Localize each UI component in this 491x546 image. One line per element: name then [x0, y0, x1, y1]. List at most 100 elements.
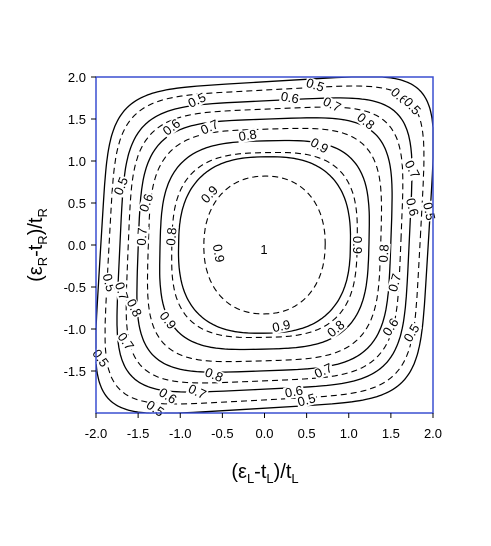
contour-label-background	[278, 90, 301, 106]
y-tick-label: 1.0	[68, 154, 86, 169]
contour-label: 0.6	[379, 315, 401, 338]
x-tick-label: 1.5	[382, 426, 400, 441]
contour-label-background	[155, 385, 180, 407]
contour-label-background	[164, 226, 179, 248]
contour-label-background	[114, 329, 137, 354]
contour-label-background	[380, 315, 402, 339]
contour-label: 0.9	[198, 183, 221, 206]
contour-label-background	[100, 271, 117, 294]
contour-labels: 0.5 0.60.5 0.60.50.60.70.7 0.80.8 0.90.70.50…	[89, 75, 438, 420]
contour-line-0-6	[116, 97, 413, 393]
contour-line-0-8	[159, 139, 370, 351]
contour-label: 0.5	[100, 272, 119, 293]
contour-label-background	[236, 128, 259, 144]
contour-label: 0.6	[136, 192, 156, 214]
contour-label-background	[202, 366, 226, 385]
contour-label: 0.6	[280, 89, 300, 107]
contour-label: 0.5	[296, 390, 317, 409]
contour-label: 0.6	[160, 116, 183, 139]
contour-label-background	[137, 191, 156, 215]
contour-label: 0.7	[198, 116, 221, 137]
contour-label: 0.7	[402, 158, 424, 181]
contour-label-background	[89, 346, 111, 371]
contour-label: 0.5	[186, 89, 209, 110]
contour-label-background	[283, 384, 305, 400]
contour-label-background	[185, 382, 209, 402]
x-tick-label: -2.0	[85, 426, 107, 441]
contour-line-0-75	[146, 127, 383, 363]
contour-label-background	[303, 76, 327, 95]
x-axis-ticks: -2.0 -1.5 -1.0 -0.5 0.0 0.5 1.0 1.5 2.0	[85, 413, 442, 441]
contour-label-background	[311, 361, 336, 381]
contour-label-background	[324, 317, 348, 341]
contour-label: 0.5	[304, 75, 326, 95]
contour-label: 0.9	[350, 236, 365, 254]
x-tick-label: -1.5	[127, 426, 149, 441]
contour-label-background	[111, 174, 131, 198]
contour-label: 0.8	[375, 244, 391, 263]
contour-label-background	[320, 94, 344, 115]
contour-label: 0.5	[420, 201, 438, 222]
contour-lines	[95, 76, 434, 414]
y-tick-label: -0.5	[64, 280, 86, 295]
contour-label: 0.8	[203, 364, 225, 384]
y-tick-label: 0.0	[68, 238, 86, 253]
contour-label: 0.7	[321, 94, 344, 115]
contour-label: 0.8	[124, 296, 145, 319]
contour-label-background	[135, 226, 149, 247]
contour-label: 0.8	[324, 317, 347, 340]
contour-label-background	[354, 110, 378, 133]
contour-label-background	[402, 157, 422, 182]
x-tick-label: -1.0	[169, 426, 191, 441]
contour-label: 0.8	[163, 227, 180, 246]
contour-label-background	[386, 271, 404, 295]
contour-line-0-5	[104, 85, 425, 405]
contour-label-background	[270, 318, 293, 335]
contour-label-background	[198, 117, 222, 138]
contour-line-0-85	[171, 151, 358, 339]
x-tick-label: 1.0	[340, 426, 358, 441]
y-tick-label: -1.5	[64, 364, 86, 379]
contour-label: 0.9	[157, 309, 180, 332]
contour-label: 0.7	[134, 227, 150, 246]
contour-label: 0.8	[354, 110, 377, 133]
y-axis-title: (εR-tR)/tR	[25, 208, 50, 282]
contour-label-background	[295, 392, 318, 409]
x-tick-label: 0.5	[298, 426, 316, 441]
contour-label-background	[400, 94, 424, 118]
y-tick-label: -1.0	[64, 322, 86, 337]
x-axis-title: (εL-tL)/tL	[231, 461, 298, 486]
contour-line-0-9	[177, 156, 352, 334]
contour-label-background	[160, 116, 184, 139]
contour-label-background	[112, 279, 131, 303]
contour-label: 0.7	[112, 280, 132, 302]
x-tick-label: 0.0	[255, 426, 273, 441]
contour-label-background	[377, 243, 391, 264]
x-tick-label: -0.5	[211, 426, 233, 441]
contour-line-0-95	[203, 175, 326, 315]
y-tick-label: 2.0	[68, 70, 86, 85]
contour-label-background	[403, 196, 421, 219]
contour-label-background	[124, 296, 144, 320]
contour-label-background	[307, 135, 331, 156]
contour-label: 0.5	[400, 321, 422, 344]
y-axis-ticks: 2.0 1.5 1.0 0.5 0.0 -0.5 -1.0 -1.5	[64, 70, 96, 379]
y-tick-label: 1.5	[68, 112, 86, 127]
contour-label-background	[198, 183, 221, 207]
contour-label: 0.9	[271, 317, 292, 335]
x-tick-label: 2.0	[424, 426, 442, 441]
contour-label: 0.7	[312, 360, 335, 381]
center-label: 1	[260, 242, 267, 257]
contour-line-0-5	[95, 76, 434, 414]
contour-label-background	[156, 309, 179, 333]
y-tick-label: 0.5	[68, 196, 86, 211]
contour-label: 0.5	[89, 346, 112, 369]
contour-label: 0.9	[308, 135, 331, 157]
contour-label: 0.8	[238, 126, 258, 144]
contour-label-background	[185, 90, 209, 111]
contour-label-background	[143, 398, 167, 420]
contour-label: 0.6	[403, 196, 422, 217]
contour-label-background	[210, 242, 226, 265]
contour-label: 0.6	[284, 382, 305, 400]
